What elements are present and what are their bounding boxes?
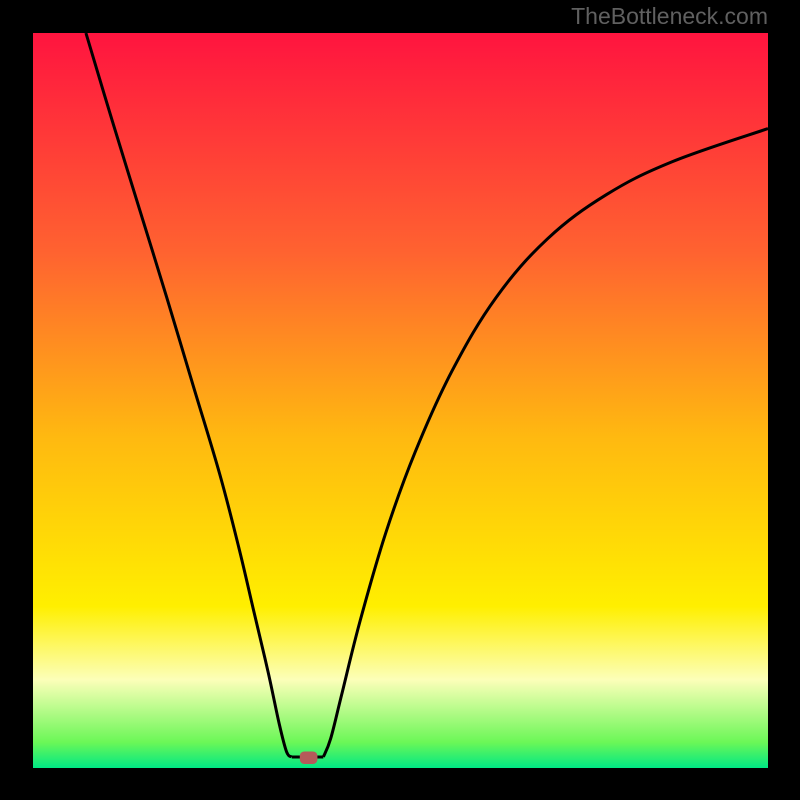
- plot-area: [33, 33, 768, 768]
- curve-svg: [33, 33, 768, 768]
- chart-frame: TheBottleneck.com: [0, 0, 800, 800]
- valley-marker: [300, 751, 318, 763]
- watermark-text: TheBottleneck.com: [571, 3, 768, 30]
- left-branch-path: [86, 33, 292, 757]
- right-branch-path: [323, 129, 768, 757]
